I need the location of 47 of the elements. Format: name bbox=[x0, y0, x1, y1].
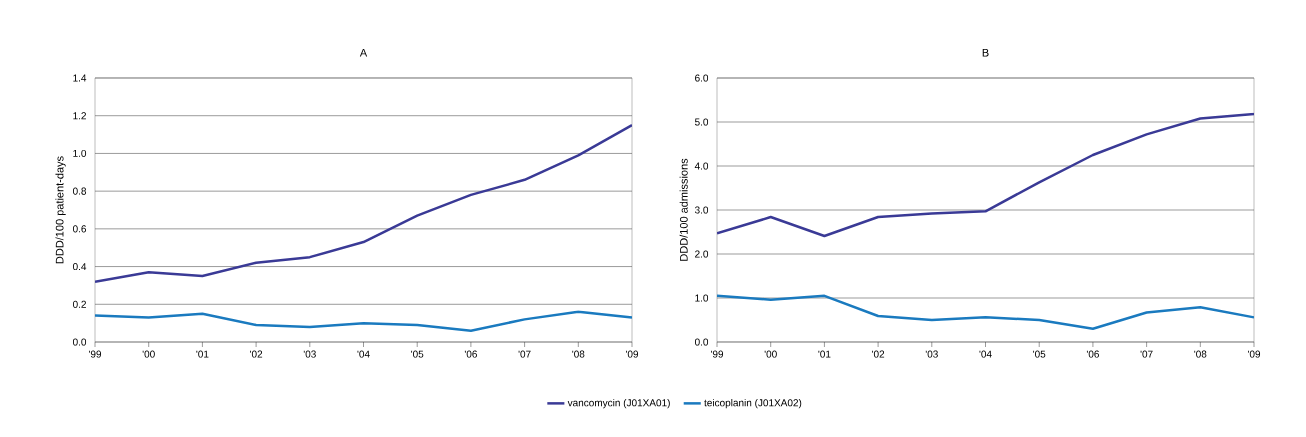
x-tick-label: '00 bbox=[142, 350, 155, 358]
y-tick-label: 0.0 bbox=[72, 338, 87, 346]
x-tick-label: '99 bbox=[88, 350, 102, 358]
y-tick-label: 0.8 bbox=[72, 187, 87, 195]
chart-title: B bbox=[982, 48, 989, 57]
chart-title: A bbox=[359, 48, 368, 57]
y-tick-label: 4.0 bbox=[694, 162, 709, 170]
y-tick-label: 0.2 bbox=[72, 300, 86, 308]
y-tick-label: 1.0 bbox=[73, 149, 87, 157]
x-tick-label: '07 bbox=[518, 350, 531, 358]
x-tick-label: '02 bbox=[872, 350, 885, 358]
x-tick-label: '08 bbox=[572, 350, 585, 358]
line-series bbox=[717, 294, 1255, 331]
x-tick-label: '03 bbox=[925, 350, 938, 358]
legend-label: vancomycin (J01XA01) bbox=[567, 399, 670, 409]
y-tick-label: 2.0 bbox=[695, 250, 709, 258]
x-tick-label: '09 bbox=[1248, 350, 1261, 358]
y-tick-label: 5.0 bbox=[694, 118, 709, 126]
line-series bbox=[717, 112, 1255, 238]
x-tick-label: '00 bbox=[764, 350, 777, 358]
x-tick-label: '06 bbox=[464, 350, 477, 358]
legend-label: teicoplanin (J01XA02) bbox=[704, 399, 802, 409]
line-series bbox=[95, 123, 633, 283]
y-axis-title: DDD/100 patient-days bbox=[55, 156, 66, 264]
y-axis-title: DDD/100 admissions bbox=[679, 158, 688, 261]
y-tick-label: 1.4 bbox=[73, 74, 87, 82]
x-tick-label: '01 bbox=[196, 350, 209, 358]
x-tick-label: '01 bbox=[818, 350, 831, 358]
x-tick-label: '02 bbox=[250, 350, 263, 358]
x-tick-label: '06 bbox=[1086, 350, 1099, 358]
y-tick-label: 3.0 bbox=[694, 206, 709, 214]
y-tick-label: 0.6 bbox=[72, 225, 87, 233]
x-tick-label: '04 bbox=[357, 350, 370, 358]
x-tick-label: '09 bbox=[625, 350, 639, 358]
x-tick-label: '05 bbox=[411, 350, 424, 358]
x-tick-label: '99 bbox=[710, 350, 724, 358]
x-tick-label: '08 bbox=[1194, 350, 1207, 358]
y-tick-label: 1.2 bbox=[73, 112, 86, 120]
line-series bbox=[95, 310, 633, 332]
y-tick-label: 6.0 bbox=[695, 74, 709, 82]
x-tick-label: '04 bbox=[979, 350, 992, 358]
x-tick-label: '07 bbox=[1140, 350, 1153, 358]
x-tick-label: '05 bbox=[1033, 350, 1046, 358]
x-tick-label: '03 bbox=[303, 350, 316, 358]
y-tick-label: 0.4 bbox=[72, 263, 87, 271]
y-tick-label: 0.0 bbox=[694, 338, 709, 346]
y-tick-label: 1.0 bbox=[695, 294, 709, 302]
